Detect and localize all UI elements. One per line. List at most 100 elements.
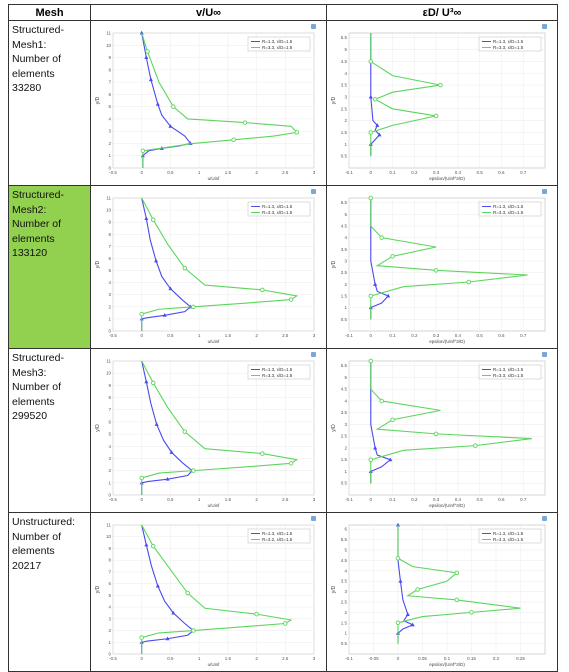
y-tick-label: 8 — [108, 67, 111, 72]
data-point-blue — [165, 476, 170, 481]
mesh-label-line: elements — [12, 232, 55, 245]
plot-cell-dissipation: -0.1 0 0.1 0.2 0.3 0.4 0.5 0.6 0.7 0.5 1 1.5 2 2.5 3 3.… — [326, 348, 558, 513]
y-tick-label: 6 — [108, 256, 111, 261]
y-axis-label: y/D — [95, 96, 101, 104]
data-point-green — [150, 543, 156, 549]
table-row: Structured- Mesh2: Number of elements 133120… — [8, 185, 558, 349]
x-axis-label: epsilon/(Uinf^3/D) — [429, 662, 465, 667]
y-tick-label: 5 — [108, 268, 111, 273]
legend-box — [478, 201, 542, 217]
y-axis-label: y/D — [331, 96, 337, 104]
data-point-blue — [386, 293, 391, 298]
plot-menu-icon[interactable] — [542, 24, 547, 29]
plot-cell-velocity: -0.5 0 0.5 1 1.5 2 2.5 3 0 1 2 3 4 5 6 7 8 9 10 11 u/Uinf y/D… — [90, 185, 327, 349]
y-tick-label: 4 — [344, 71, 347, 76]
data-point-green — [145, 49, 150, 54]
data-point-green — [395, 620, 401, 626]
data-point-green — [182, 265, 188, 271]
x-tick-label: 3 — [313, 497, 316, 502]
series-line-blue — [370, 33, 381, 157]
mesh-label-line: Unstructured: — [12, 516, 76, 528]
y-tick-label: 3 — [344, 259, 347, 264]
series-line-green — [370, 198, 528, 320]
y-tick-label: 0.5 — [341, 317, 348, 322]
x-tick-label: 0.05 — [418, 656, 427, 661]
data-point-green — [242, 120, 248, 125]
y-tick-label: 6 — [108, 92, 111, 97]
x-tick-label: -0.1 — [345, 170, 353, 175]
data-point-blue — [396, 522, 400, 527]
y-tick-label: 3 — [344, 589, 347, 594]
plot-menu-icon[interactable] — [311, 352, 316, 357]
data-point-blue — [144, 55, 149, 60]
data-point-blue — [154, 422, 159, 426]
plot-menu-icon[interactable] — [311, 516, 316, 521]
data-point-blue — [155, 583, 160, 588]
y-tick-label: 3.5 — [341, 247, 348, 252]
mesh-label-line: Mesh3: — [12, 366, 47, 379]
legend-entry: R=1.3, x/D=1.5 — [493, 39, 524, 44]
header-mesh: Mesh — [8, 4, 91, 21]
data-point-green — [150, 380, 156, 386]
legend-entry: R=1.3, x/D=1.5 — [262, 367, 293, 372]
x-tick-label: 0 — [370, 497, 373, 502]
plot-menu-icon[interactable] — [311, 189, 316, 194]
data-point-green — [368, 195, 374, 201]
plot-menu-icon[interactable] — [542, 352, 547, 357]
y-tick-label: 2 — [344, 610, 347, 615]
x-tick-label: -0.1 — [345, 497, 353, 502]
plot-cell-velocity: -0.5 0 0.5 1 1.5 2 2.5 3 0 1 2 3 4 5 6 7 8 9 10 11 u/Uinf y/D… — [90, 20, 327, 186]
mesh-label-cell: Unstructured: Number of elements 20217 — [8, 512, 91, 672]
chart-velocity-row1: -0.5 0 0.5 1 1.5 2 2.5 301234567891011u/Uinfy/D… — [95, 24, 316, 181]
chart-dissipation-row4: -0.1 -0.05 0 0.05 0.1 0.15 0.2 0.25 0.5 1 1.5 2 2.5 3… — [331, 516, 547, 667]
x-tick-label: 2 — [255, 656, 258, 661]
plot-area — [348, 360, 546, 496]
chart-velocity-row4: -0.5 0 0.5 1 1.5 2 2.5 301234567891011u/Uinfy/D… — [95, 516, 316, 667]
x-tick-label: 0.1 — [389, 333, 396, 338]
series-line-blue — [141, 524, 195, 654]
x-tick-label: 1 — [198, 170, 201, 175]
data-point-green — [368, 293, 374, 299]
y-tick-label: 4 — [344, 235, 347, 240]
plot-menu-icon[interactable] — [542, 189, 547, 194]
x-tick-label: 0.6 — [498, 333, 505, 338]
series-line-green — [141, 524, 293, 654]
y-tick-label: 1 — [344, 469, 347, 474]
data-point-blue — [375, 123, 380, 127]
y-axis-label: y/D — [95, 260, 101, 268]
y-tick-label: 11 — [106, 523, 111, 528]
x-tick-label: 1 — [198, 497, 201, 502]
y-tick-label: 4 — [108, 280, 111, 285]
mesh-label-line: 20217 — [12, 559, 42, 572]
y-tick-label: 4 — [344, 398, 347, 403]
data-point-green — [368, 59, 374, 64]
data-point-green — [433, 268, 439, 273]
x-tick-label: 2 — [255, 497, 258, 502]
y-tick-label: 5 — [344, 375, 347, 380]
y-tick-label: 5 — [344, 547, 347, 552]
data-point-green — [438, 82, 443, 88]
y-tick-label: 1.5 — [341, 130, 348, 135]
plot-menu-icon[interactable] — [311, 24, 316, 29]
data-point-green — [390, 254, 395, 259]
mesh-label-cell: Structured- Mesh1: Number of elements 33280 — [8, 20, 91, 186]
x-tick-label: -0.1 — [345, 333, 353, 338]
legend-box — [478, 364, 542, 380]
legend-box — [247, 201, 311, 217]
legend-entry: R=1.3, x/D=1.5 — [262, 531, 293, 536]
y-tick-label: 4 — [108, 605, 111, 610]
legend-entry: R=3.3, x/D=1.5 — [262, 210, 293, 215]
y-tick-label: 8 — [108, 395, 111, 400]
data-point-green — [139, 475, 144, 481]
y-tick-label: 4.5 — [341, 224, 348, 229]
x-tick-label: -0.1 — [345, 656, 353, 661]
data-point-blue — [168, 286, 173, 291]
data-point-green — [171, 104, 176, 109]
y-tick-label: 0.5 — [341, 154, 348, 159]
plot-menu-icon[interactable] — [542, 516, 547, 521]
y-tick-label: 5.5 — [341, 363, 348, 368]
y-tick-label: 9 — [108, 383, 111, 388]
y-tick-label: 1.5 — [341, 294, 348, 299]
y-tick-label: 3 — [344, 94, 347, 99]
legend-entry: R=3.3, x/D=1.5 — [493, 537, 524, 542]
